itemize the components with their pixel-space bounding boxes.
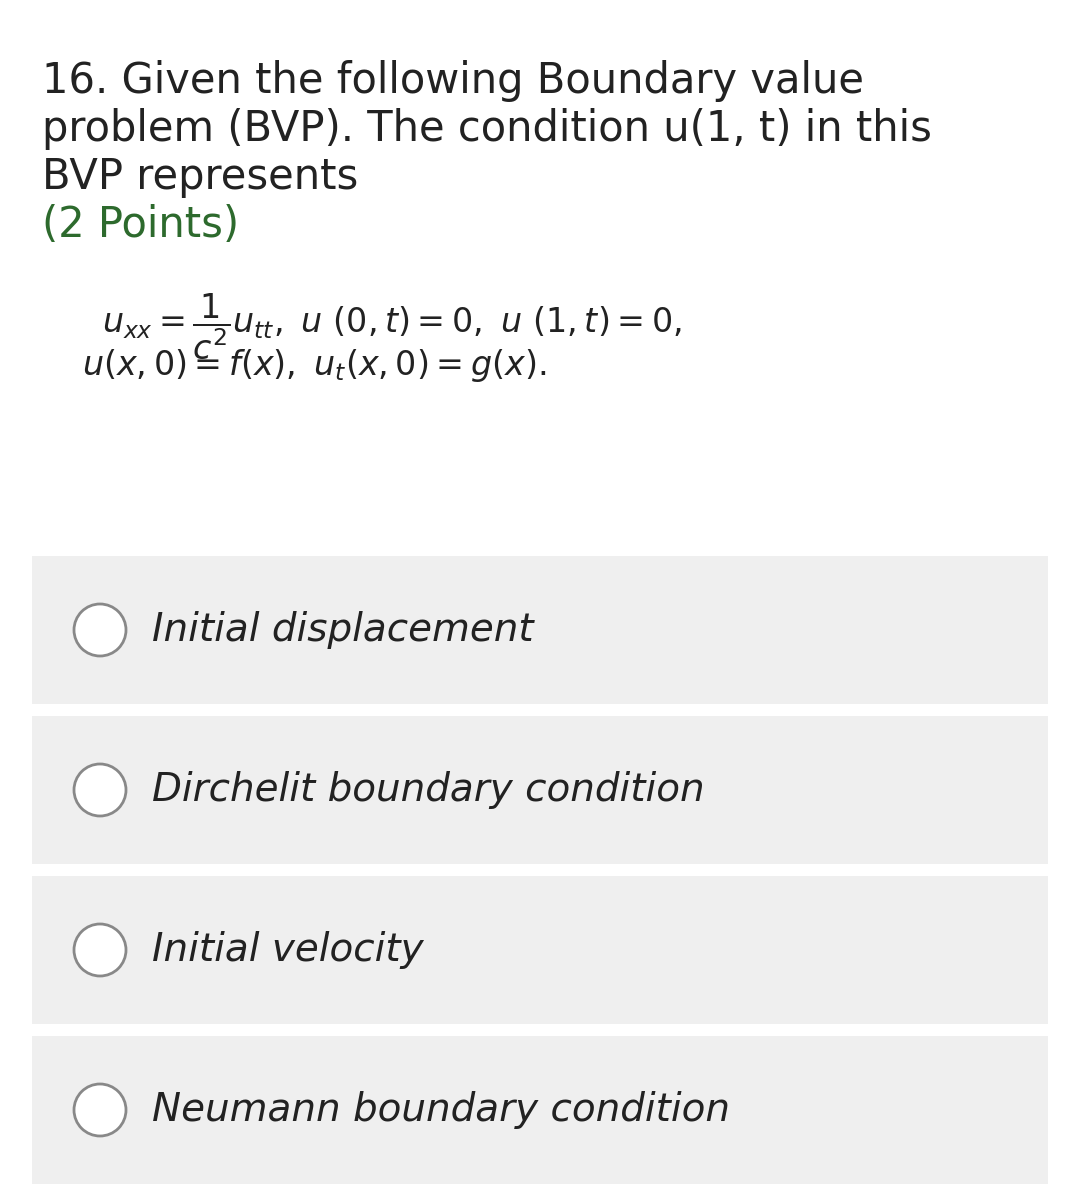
- Circle shape: [75, 1084, 126, 1136]
- Text: (2 Points): (2 Points): [42, 203, 239, 247]
- Text: BVP represents: BVP represents: [42, 156, 359, 198]
- Text: 16. Given the following Boundary value: 16. Given the following Boundary value: [42, 60, 864, 102]
- Bar: [32, 876, 1048, 1023]
- Text: problem (BVP). The condition u(1, t) in this: problem (BVP). The condition u(1, t) in …: [42, 108, 932, 150]
- Text: $u(x, 0) = f(x),\ u_t(x, 0) = g(x).$: $u(x, 0) = f(x),\ u_t(x, 0) = g(x).$: [82, 347, 546, 384]
- Text: $u_{xx} = \dfrac{1}{c^2}u_{tt},\ u\ (0, t) = 0,\ u\ (1, t) = 0,$: $u_{xx} = \dfrac{1}{c^2}u_{tt},\ u\ (0, …: [102, 292, 681, 363]
- Bar: [32, 555, 1048, 704]
- Bar: [32, 1035, 1048, 1184]
- Circle shape: [75, 764, 126, 816]
- Text: Initial displacement: Initial displacement: [152, 610, 534, 649]
- Text: Dirchelit boundary condition: Dirchelit boundary condition: [152, 771, 704, 809]
- Circle shape: [75, 604, 126, 656]
- Bar: [32, 716, 1048, 864]
- Text: Neumann boundary condition: Neumann boundary condition: [152, 1090, 730, 1129]
- Text: Initial velocity: Initial velocity: [152, 931, 423, 970]
- Circle shape: [75, 924, 126, 976]
